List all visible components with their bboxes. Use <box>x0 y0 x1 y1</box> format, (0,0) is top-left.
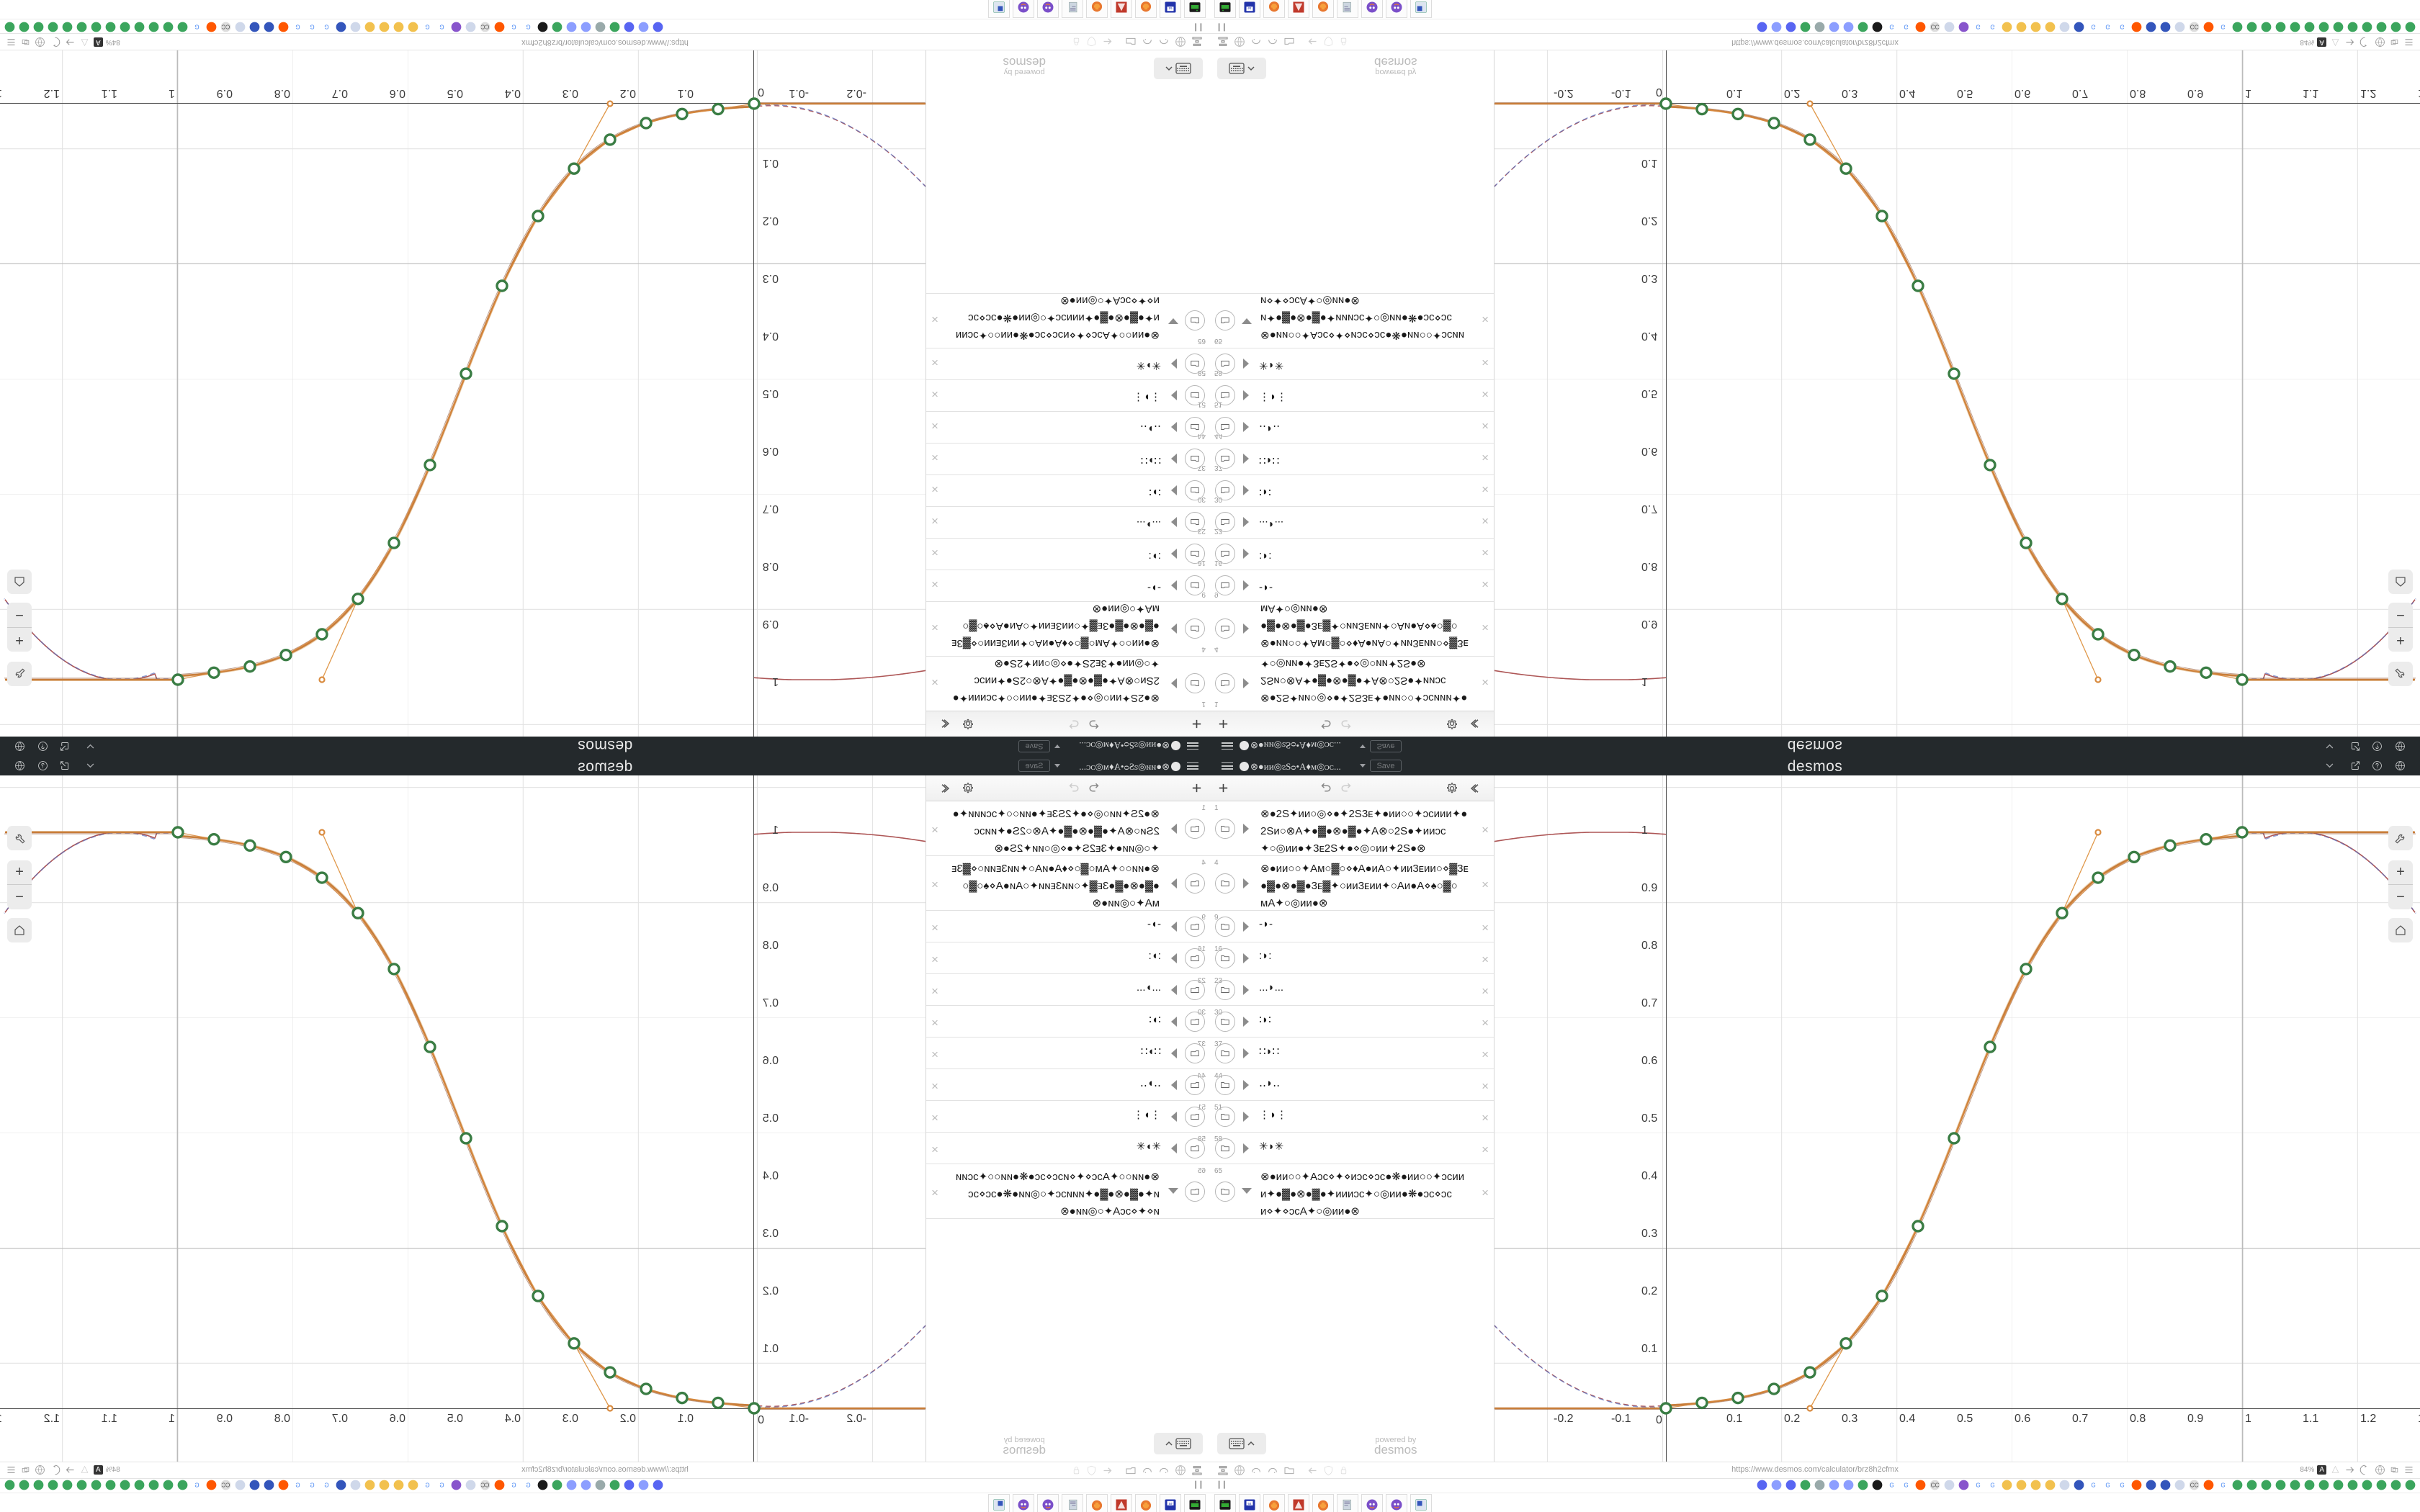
svg-text:CC: CC <box>481 23 490 30</box>
svg-text:G: G <box>2120 1482 2124 1489</box>
svg-text:64: 64 <box>1247 1502 1252 1506</box>
svg-text:G: G <box>425 23 429 30</box>
svg-text:G: G <box>511 1482 516 1489</box>
svg-text:G: G <box>1889 23 1894 30</box>
svg-text:G: G <box>2105 23 2110 30</box>
svg-text:G: G <box>324 23 328 30</box>
svg-text:CC: CC <box>2190 23 2199 30</box>
svg-text:G: G <box>2220 23 2225 30</box>
svg-text:G: G <box>511 23 516 30</box>
svg-text:G: G <box>194 1482 199 1489</box>
svg-text:G: G <box>2120 23 2124 30</box>
svg-text:64: 64 <box>1247 6 1252 10</box>
svg-text:CC: CC <box>2190 1482 2199 1489</box>
svg-text:G: G <box>1889 1482 1894 1489</box>
svg-text:G: G <box>194 23 199 30</box>
svg-text:G: G <box>310 23 314 30</box>
svg-text:G: G <box>439 1482 444 1489</box>
svg-text:G: G <box>295 1482 300 1489</box>
svg-text:G: G <box>526 1482 530 1489</box>
svg-text:G: G <box>1976 23 1980 30</box>
svg-text:G: G <box>324 1482 328 1489</box>
svg-text:G: G <box>1904 23 1908 30</box>
svg-text:G: G <box>2091 23 2095 30</box>
svg-text:CC: CC <box>1931 1482 1940 1489</box>
svg-text:G: G <box>439 23 444 30</box>
svg-text:G: G <box>1976 1482 1980 1489</box>
svg-text:G: G <box>1990 23 1994 30</box>
svg-text:G: G <box>425 1482 429 1489</box>
svg-text:G: G <box>310 1482 314 1489</box>
svg-text:CC: CC <box>1931 23 1940 30</box>
svg-text:G: G <box>526 23 530 30</box>
svg-text:64: 64 <box>1168 1502 1173 1506</box>
svg-text:64: 64 <box>1168 6 1173 10</box>
svg-text:G: G <box>2105 1482 2110 1489</box>
svg-text:CC: CC <box>481 1482 490 1489</box>
svg-text:G: G <box>1990 1482 1994 1489</box>
svg-text:G: G <box>2091 1482 2095 1489</box>
svg-text:G: G <box>295 23 300 30</box>
svg-text:CC: CC <box>222 23 230 30</box>
svg-text:G: G <box>1904 1482 1908 1489</box>
svg-text:G: G <box>2220 1482 2225 1489</box>
svg-text:CC: CC <box>222 1482 230 1489</box>
